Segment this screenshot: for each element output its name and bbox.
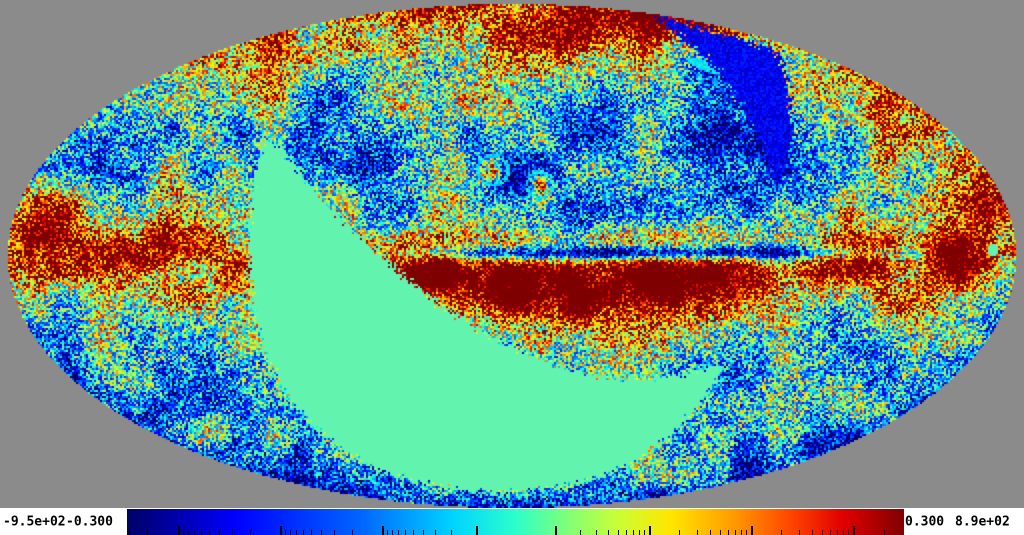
colorbar-tick	[848, 530, 850, 535]
colorbar-tick	[781, 530, 783, 535]
colorbar-linear-max-label: 0.300	[905, 514, 945, 529]
colorbar-tick	[812, 530, 814, 535]
colorbar-tick	[129, 530, 131, 535]
colorbar-tick	[626, 530, 628, 535]
colorbar-gradient-bar	[127, 509, 904, 535]
colorbar-tick	[822, 530, 824, 535]
colorbar-tick	[745, 530, 747, 535]
colorbar-tick	[632, 530, 634, 535]
colorbar-tick	[750, 526, 753, 535]
colorbar-tick	[200, 530, 202, 535]
colorbar-tick	[387, 530, 389, 535]
colorbar-tick	[679, 530, 681, 535]
colorbar-tick	[837, 530, 838, 535]
colorbar-tick	[296, 530, 298, 535]
colorbar-tick	[422, 530, 424, 535]
colorbar-tick	[719, 530, 721, 535]
colorbar-tick	[596, 530, 598, 535]
colorbar-tick	[231, 530, 233, 535]
colorbar-tick	[697, 530, 699, 535]
colorbar-tick	[182, 530, 184, 535]
colorbar-tick	[830, 530, 832, 535]
colorbar-tick	[579, 530, 581, 535]
colorbar-tick	[382, 526, 385, 535]
colorbar-tick	[398, 530, 400, 535]
colorbar-tick	[883, 530, 885, 535]
colorbar-tick	[799, 530, 801, 535]
colorbar-tick	[290, 530, 292, 535]
colorbar-tick	[147, 530, 149, 535]
colorbar-tick	[709, 530, 711, 535]
colorbar-tick	[434, 530, 436, 535]
colorbar-tick	[311, 530, 313, 535]
colorbar-tick	[451, 530, 453, 535]
colorbar-tick	[740, 530, 742, 535]
colorbar-tick	[852, 526, 855, 535]
colorbar-ticks	[127, 509, 904, 535]
colorbar-strip: -9.5e+02 -0.300 0.300 8.9e+02	[0, 508, 1024, 535]
mollweide-sky-map	[0, 0, 1024, 508]
colorbar-tick	[193, 530, 195, 535]
colorbar-tick	[208, 530, 210, 535]
colorbar-tick	[280, 526, 283, 535]
colorbar-tick	[249, 530, 251, 535]
colorbar-tick	[321, 530, 322, 535]
colorbar-tick	[476, 526, 479, 535]
colorbar-tick	[643, 530, 645, 535]
colorbar-tick	[188, 530, 190, 535]
colorbar-tick	[333, 530, 335, 535]
colorbar-tick	[608, 530, 610, 535]
colorbar-max-label: 8.9e+02	[955, 514, 1010, 529]
colorbar-tick	[285, 530, 287, 535]
colorbar-tick	[638, 530, 640, 535]
colorbar-tick	[554, 526, 557, 535]
colorbar-tick	[618, 530, 620, 535]
colorbar-tick	[218, 530, 220, 535]
colorbar-tick	[727, 530, 729, 535]
colorbar-linear-min-label: -0.300	[66, 514, 113, 529]
colorbar-tick	[412, 530, 414, 535]
colorbar-tick	[392, 530, 394, 535]
colorbar-tick	[842, 530, 844, 535]
colorbar-tick	[648, 526, 651, 535]
colorbar-min-label: -9.5e+02	[3, 514, 66, 529]
colorbar-tick	[734, 530, 736, 535]
colorbar-tick	[303, 530, 305, 535]
colorbar-tick	[351, 530, 353, 535]
colorbar-tick	[178, 526, 181, 535]
colorbar-tick	[404, 530, 406, 535]
